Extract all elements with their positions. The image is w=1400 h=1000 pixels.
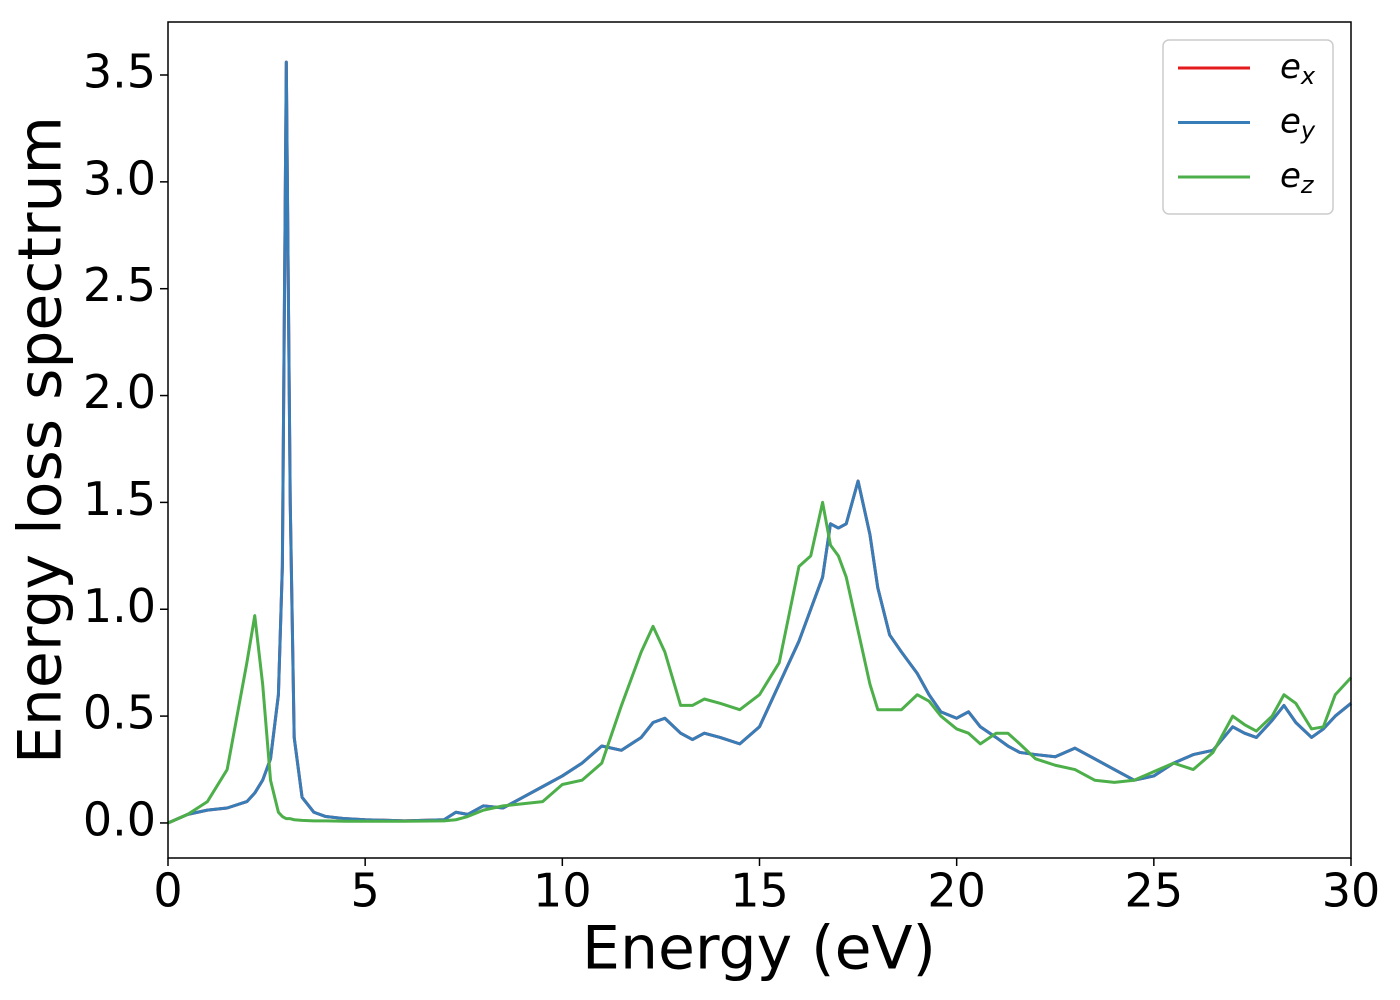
x-tick-label: 0 [153,864,182,918]
y-tick-label: 2.0 [83,365,156,419]
series-line [167,500,1353,825]
y-tick-label: 2.5 [83,258,156,312]
y-tick-label: 1.5 [83,472,156,526]
series-line [167,60,1352,825]
y-tick-label: 3.5 [83,44,156,98]
y-tick-label: 3.0 [83,151,156,205]
plot-frame [167,21,1352,859]
legend-label: ey [1280,101,1316,145]
x-tick-label: 25 [1125,864,1184,918]
x-tick-label: 30 [1322,864,1381,918]
legend-label: ex [1280,47,1316,91]
legend-box [1162,39,1334,215]
x-tick-label: 10 [533,864,592,918]
x-axis-label: Energy (eV) [582,914,936,984]
x-tick-label: 5 [351,864,380,918]
x-tick-label: 20 [927,864,986,918]
y-tick-label: 0.0 [83,792,156,846]
y-axis-label: Energy loss spectrum [6,116,76,764]
y-tick-label: 0.5 [83,686,156,740]
y-tick-label: 1.0 [83,579,156,633]
x-tick-label: 15 [730,864,789,918]
legend-label: ez [1280,156,1315,200]
